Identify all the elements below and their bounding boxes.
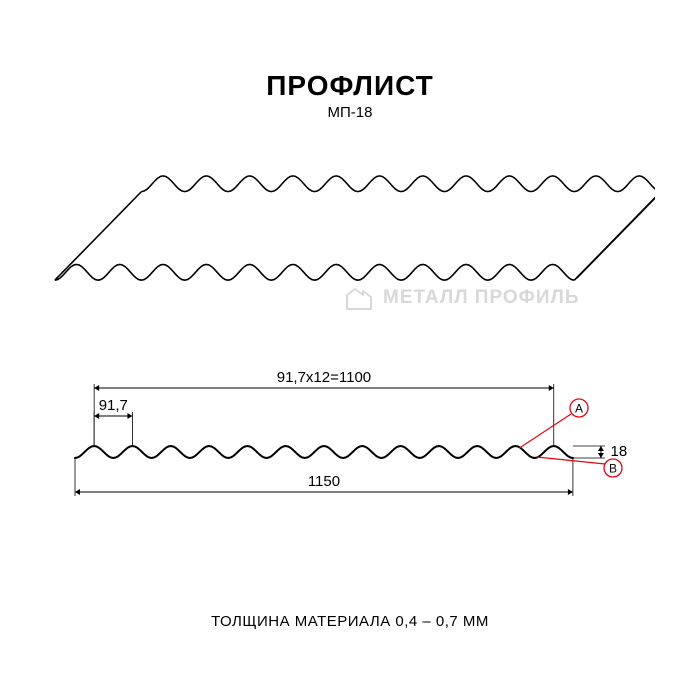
watermark-text: МЕТАЛЛ ПРОФИЛЬ [383, 287, 580, 309]
svg-text:91,7: 91,7 [99, 397, 128, 414]
page-title: ПРОФЛИСТ [0, 70, 700, 102]
svg-text:A: A [575, 402, 583, 416]
thickness-label: ТОЛЩИНА МАТЕРИАЛА 0,4 – 0,7 ММ [0, 613, 700, 630]
page-subtitle: МП-18 [0, 104, 700, 121]
svg-text:18: 18 [611, 443, 628, 460]
profile-2d-drawing: 91,7х12=1100 91,7 1150 18 A B [55, 370, 655, 510]
svg-text:B: B [609, 462, 617, 476]
svg-text:91,7х12=1100: 91,7х12=1100 [277, 370, 371, 386]
watermark-logo-icon [345, 285, 375, 311]
svg-text:1150: 1150 [308, 473, 340, 490]
profile-3d-drawing [45, 155, 655, 305]
watermark: МЕТАЛЛ ПРОФИЛЬ [345, 285, 580, 311]
